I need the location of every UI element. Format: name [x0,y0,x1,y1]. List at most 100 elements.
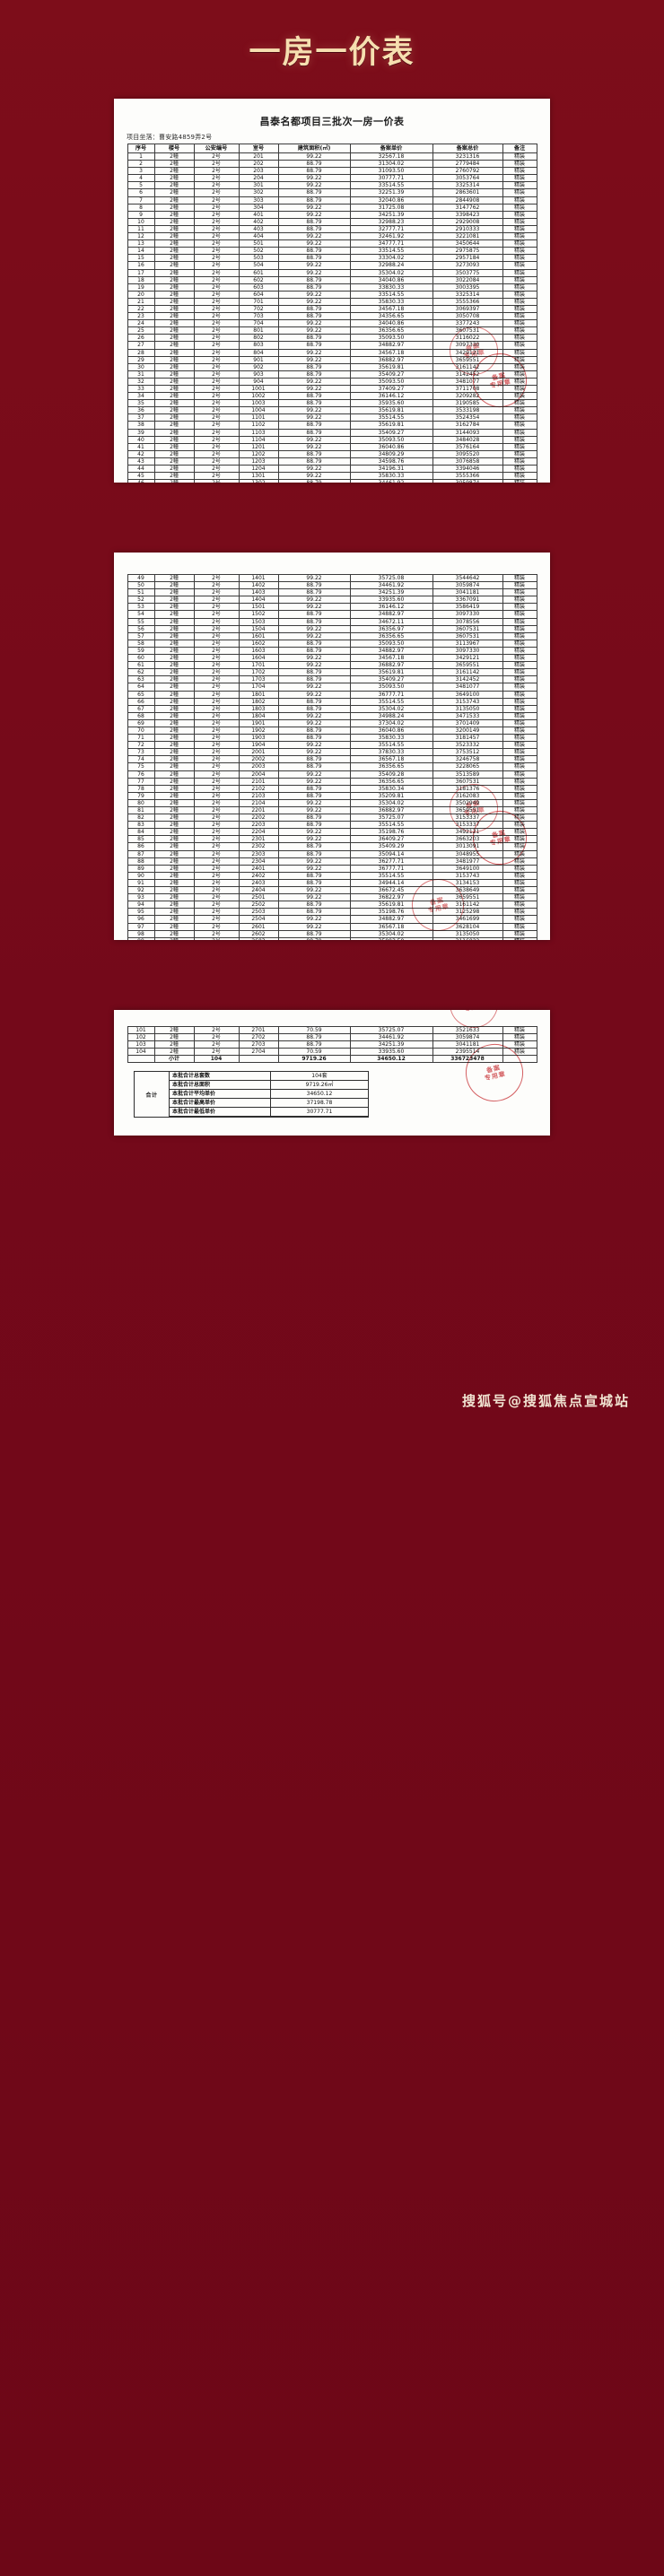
cell-备案总价: 2779484 [432,160,503,169]
cell-室号: 304 [238,203,279,212]
cell-备注: 精装 [502,915,537,924]
document-page-1: 昌泰名都项目三批次一房一价表 项目坐落：曹安路4859弄2号 序号 楼号 公安编号室… [114,99,550,483]
cell-备注: 精装 [502,814,537,822]
cell-序号: 54 [127,610,155,619]
cell-备案总价: 3181457 [432,734,503,743]
cell-备案总价: 3711708 [432,384,503,394]
table-row: 73 2幢 2号 2001 99.22 37830.33 3753512 精装 [127,748,537,757]
table-row: 11 2幢 2号 403 88.79 32777.71 2910333 精装 [127,224,537,234]
table-row: 17 2幢 2号 601 99.22 35304.02 3503775 精装 [127,268,537,277]
table-row: 62 2幢 2号 1702 88.79 35619.81 3161142 精装 [127,668,537,677]
cell-公安编号: 2号 [193,726,240,735]
cell-建筑面积(㎡): 99.22 [277,718,351,727]
cell-室号: 1301 [238,472,279,481]
cell-室号: 1604 [238,654,279,663]
cell-楼号: 2幢 [153,421,195,430]
cell-备注: 精装 [502,449,537,458]
cell-室号: 2003 [238,762,279,771]
footer: 搜狐号@搜狐焦点宣城站 [0,1360,664,1440]
cell-备案总价: 3367091 [432,596,503,605]
cell-备案总价: 3246758 [432,755,503,764]
cell-序号: 102 [127,1033,155,1042]
table-row: 68 2幢 2号 1804 99.22 34988.24 3471533 精装 [127,711,537,720]
cell-室号: 503 [238,254,279,263]
cell-楼号: 2幢 [153,268,195,277]
cell-备注: 精装 [502,821,537,830]
cell-序号: 44 [127,465,155,474]
cell-备案总价: 3153337 [432,821,503,830]
table-row: 9 2幢 2号 401 99.22 34251.39 3398423 精装 [127,210,537,219]
cell-建筑面积(㎡): 99.22 [277,922,351,931]
cell-建筑面积(㎡): 99.22 [277,573,351,583]
cell-备案单价: 35514.55 [349,821,433,830]
cell-序号: 63 [127,675,155,684]
cell-备案总价: 3513589 [432,770,503,779]
cell-序号: 4 [127,174,155,183]
cell-公安编号: 2号 [193,573,240,583]
cell-序号: 52 [127,596,155,605]
cell-楼号: 2幢 [153,196,195,205]
cell-室号: 1701 [238,661,279,670]
table-row: 81 2幢 2号 2201 99.22 36882.97 3659551 精装 [127,805,537,815]
table-row: 82 2幢 2号 2202 88.79 35725.07 3153337 精装 [127,814,537,822]
cell-备案总价: 3113967 [432,639,503,648]
cell-备案单价: 33514.55 [349,181,433,190]
cell-备注: 精装 [502,261,537,270]
cell-楼号: 2幢 [153,610,195,619]
cell-楼号: 2幢 [153,457,195,466]
cell-备注: 精装 [502,362,537,371]
cell-建筑面积(㎡): 88.79 [277,697,351,706]
cell-公安编号: 2号 [193,828,240,837]
cell-备案总价: 3325314 [432,181,503,190]
summary-row: 本批合计总套数 104套 [170,1072,368,1082]
cell-备案总价: 3161142 [432,901,503,909]
cell-备注: 精装 [502,210,537,219]
cell-备注: 精装 [502,748,537,757]
cell-公安编号: 2号 [193,603,240,612]
cell-备案单价: 35304.02 [349,268,433,277]
cell-备案单价: 35619.81 [349,668,433,677]
cell-楼号: 2幢 [153,1048,195,1057]
cell-备案单价: 35094.14 [349,849,433,858]
cell-备案总价: 3503775 [432,268,503,277]
table-row: 61 2幢 2号 1701 99.22 36882.97 3659551 精装 [127,661,537,670]
cell-公安编号: 2号 [193,762,240,771]
cell-备案单价: 34777.71 [349,239,433,248]
table-row: 37 2幢 2号 1101 99.22 35514.55 3524354 精装 [127,413,537,422]
cell-室号: 1802 [238,697,279,706]
cell-楼号: 2幢 [153,893,195,902]
cell-序号: 83 [127,821,155,830]
cell-序号: 75 [127,762,155,771]
cell-备注: 精装 [502,413,537,422]
cell-备案单价: 34356.65 [349,312,433,321]
cell-楼号: 2幢 [153,370,195,379]
cell-备案总价: 2863601 [432,188,503,197]
cell-建筑面积(㎡): 99.22 [277,203,351,212]
cell-备案单价: 32777.71 [349,224,433,234]
cell-公安编号: 2号 [193,581,240,590]
cell-公安编号: 2号 [193,588,240,597]
cell-楼号: 2幢 [153,160,195,169]
table-row: 16 2幢 2号 504 99.22 32988.24 3273093 精装 [127,261,537,270]
cell-备案单价: 36277.71 [349,857,433,866]
cell-楼号: 2幢 [153,755,195,764]
column-header-6: 备案总价 [432,144,503,153]
cell-建筑面积(㎡): 99.22 [277,596,351,605]
cell-备案单价: 35619.81 [349,406,433,415]
cell-序号: 103 [127,1040,155,1049]
cell-建筑面积(㎡): 88.79 [277,755,351,764]
document-page-2: 49 2幢 2号 1401 99.22 35725.08 3544642 精装 50 2幢 2号 14… [114,553,550,940]
cell-公安编号: 2号 [193,472,240,481]
cell-室号: 202 [238,160,279,169]
cell-建筑面积(㎡): 88.79 [277,646,351,656]
cell-室号: 2603 [238,936,279,940]
table-row: 90 2幢 2号 2402 88.79 35514.55 3153743 精装 [127,871,537,880]
cell-公安编号: 2号 [193,639,240,648]
table-row: 28 2幢 2号 804 99.22 34567.18 3429121 精装 [127,348,537,357]
cell-备注: 精装 [502,610,537,619]
cell-备注: 精装 [502,275,537,284]
cell-公安编号: 2号 [193,755,240,764]
cell-室号: 2204 [238,828,279,837]
cell-备案总价: 3544642 [432,573,503,583]
